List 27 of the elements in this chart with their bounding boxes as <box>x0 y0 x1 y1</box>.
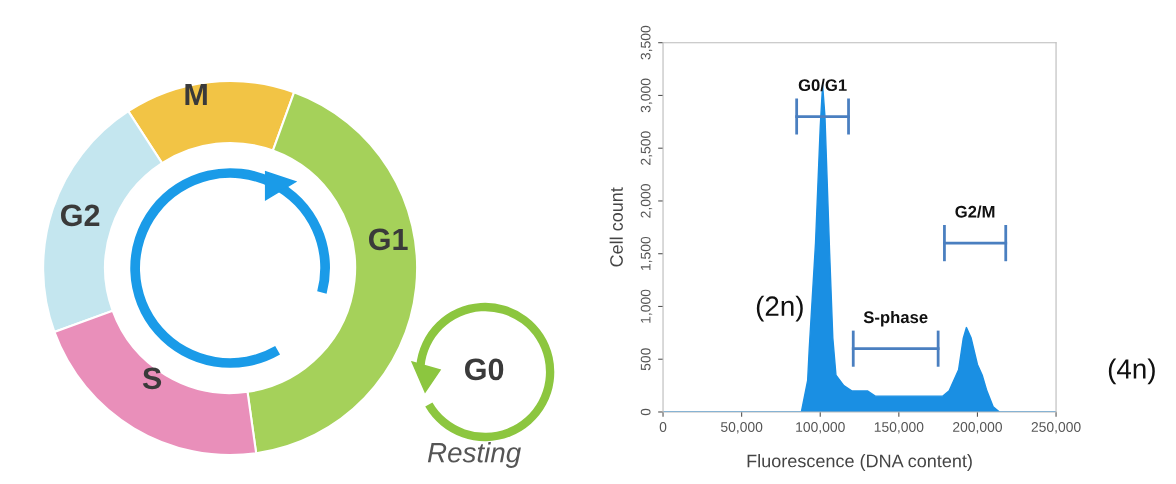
y-tick-label: 3,000 <box>640 78 653 113</box>
y-axis-title: Cell count <box>609 187 623 267</box>
x-tick-label: 150,000 <box>874 422 924 434</box>
y-tick-label: 500 <box>640 348 651 371</box>
y-tick-label: 0 <box>640 408 651 416</box>
x-tick-label: 100,000 <box>796 422 845 434</box>
y-tick-label: 2,500 <box>640 131 653 165</box>
text: (4n) <box>1108 358 1155 385</box>
y-tick-label: 2,000 <box>640 184 653 218</box>
y-tick-label: 1,000 <box>640 289 653 323</box>
text: G0 <box>465 358 504 381</box>
x-tick-label: 50,000 <box>720 422 763 434</box>
y-tick-label: 1,500 <box>640 236 653 271</box>
annotation: G2/M <box>955 205 995 218</box>
x-axis-title: Fluorescence (DNA content) <box>747 454 972 471</box>
annotation: G0/G1 <box>798 78 847 92</box>
text: Resting <box>427 442 521 468</box>
y-tick-label: 3,500 <box>640 25 653 60</box>
annotation: S-phase <box>863 310 928 327</box>
x-tick-label: 250,000 <box>1031 422 1081 434</box>
annotation: (2n) <box>756 295 803 322</box>
text: G1 <box>369 228 408 251</box>
text: G2 <box>61 204 100 227</box>
x-tick-label: 200,000 <box>953 422 1003 434</box>
text: M <box>185 83 207 105</box>
text: S <box>142 367 162 390</box>
x-tick-label: 0 <box>659 422 667 432</box>
